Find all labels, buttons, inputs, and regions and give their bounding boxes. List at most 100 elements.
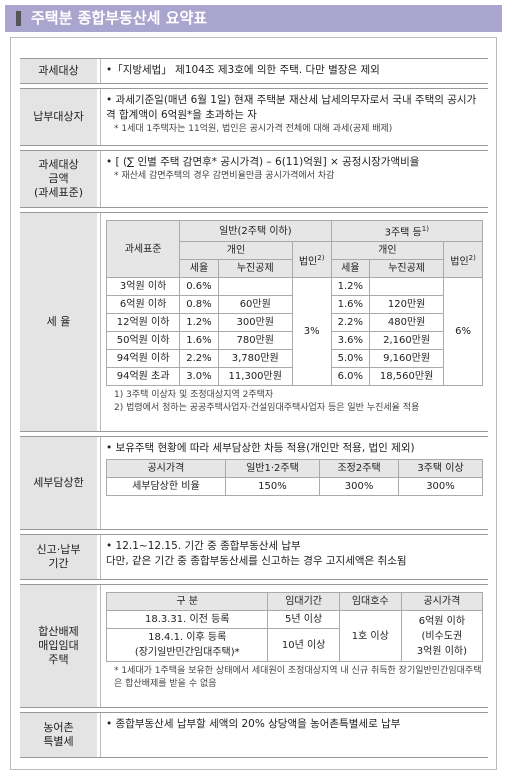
summary-row: 과세대상 금액 (과세표준) • [ (∑ 인별 주택 감면후* 공시가격) – 6(… [20,150,488,208]
row-label: 납부대상자 [20,89,100,145]
row-label: 과세대상 금액 (과세표준) [20,151,100,207]
label-line: 특별세 [43,735,74,748]
note: * 재산세 감면주택의 경우 감면비율만큼 공시가격에서 차감 [114,171,335,181]
label-line: 기간 [48,557,69,570]
row-label: 세 율 [20,213,100,431]
table-cell: 3.6% [330,331,371,351]
header-cell: 구 분 [105,592,269,611]
table-cell: 300% [319,477,399,496]
table-cell: 1.6% [330,295,371,315]
footnote-mark: 2) [317,253,325,262]
table-row: 94억원 초과 3.0% 11,300만원 6.0% 18,560만원 [105,367,483,387]
table-cell: 0.6% [179,277,219,297]
label-line: 주택 [48,653,69,666]
cell-line: 3억원 이하) [416,645,467,657]
header-cell: 3주택 등1) [330,219,484,243]
header-cell: 법인2) [291,241,332,279]
table-cell: 780만원 [217,331,293,351]
table-row: 세부담상한 비율 150% 300% 300% [106,477,484,496]
note: * 1세대 1주택자는 11억원, 법인은 공시가격 전체에 대해 과세(공제 … [114,124,393,134]
header-cell: 임대호수 [338,592,402,611]
header-row: 구 분 임대기간 임대호수 공시가격 [105,592,484,611]
table-cell: 94억원 초과 [105,367,181,387]
header-cell: 일반(2주택 이하) [179,219,332,243]
row-label: 신고·납부 기간 [20,535,100,579]
content-line: • 종합부동산세 납부할 세액의 20% 상당액을 농어촌특별세로 납부 [106,718,401,730]
note: * 1세대가 1주택을 보유한 상태에서 세대원이 조정대상지역 내 신규 취득… [114,666,482,689]
cell-line: (비수도권 [421,630,463,642]
header-cell: 일반1·2주택 [224,459,321,478]
table-cell: 3% [291,277,332,387]
summary-row: 세 율 과세표준 일반(2주택 이하) 3주택 등1) 개인 법인2) 개인 법인2) 세율 누진… [20,212,488,432]
label-line: 납부대상자 [33,110,84,123]
label-line: (과세표준) [33,186,84,199]
cell-line: (장기일반민간임대주택)* [134,647,240,658]
content-line: • 과세기준일(매년 6월 1일) 현재 주택분 재산세 납세의무자로서 국내 … [106,94,477,121]
table-cell: 94억원 이하 [105,349,181,369]
label-line: 합산배제 [38,625,79,638]
table-cell: 1.6% [179,331,219,351]
row-label: 합산배제 매입임대 주택 [20,585,100,707]
table-cell: 18,560만원 [369,367,445,387]
header-text: 3주택 등 [384,227,422,239]
summary-row: 세부담상한 • 보유주택 현황에 따라 세부담상한 차등 적용(개인만 적용, 법… [20,436,488,530]
label-line: 매입임대 [38,639,79,652]
table-cell: 18.3.31. 이전 등록 [105,610,269,629]
header-cell: 임대기간 [267,592,340,611]
content-line: • 보유주택 현황에 따라 세부담상한 차등 적용(개인만 적용, 법인 제외) [106,442,415,454]
header-cell: 개인 [179,241,293,261]
label-line: 과세대상 [38,158,79,171]
content-line: • [ (∑ 인별 주택 감면후* 공시가격) – 6(11)억원] × 공정시… [106,156,420,168]
header-cell: 공시가격 [400,592,484,611]
note: 1) 3주택 이상자 및 조정대상지역 2주택자 [114,390,274,401]
note: 2) 법령에서 정하는 공공주택사업자·건설임대주택사업자 등은 일반 누진세율… [114,403,420,414]
header-row: 공시가격 일반1·2주택 조정2주택 3주택 이상 [106,459,484,478]
table-cell: 1.2% [179,313,219,333]
header-cell: 개인 [330,241,445,261]
table-cell: 0.8% [179,295,219,315]
row-content: •「지방세법」 제104조 제3호에 의한 주택. 다만 별장은 제외 [100,59,488,83]
table-row: 18.3.31. 이전 등록 5년 이상 1호 이상 6억원 이하 (비수도권 3억원 이… [105,610,484,662]
header-row: 세율 누진공제 세율 누진공제 [107,259,483,279]
cell-line: 18.3.31. 이전 등록 [144,614,230,625]
row-content: 구 분 임대기간 임대호수 공시가격 18.3.31. 이전 등록 5년 이상 1호 이상 6… [100,585,488,707]
header-cell: 누진공제 [369,259,445,279]
table-cell: 1.2% [330,277,371,297]
header-row: 과세표준 일반(2주택 이하) 3주택 등1) [105,219,484,279]
table-cell: 6% [443,277,483,387]
label-line: 농어촌 [43,721,74,734]
summary-row: 농어촌 특별세 • 종합부동산세 납부할 세액의 20% 상당액을 농어촌특별세로 … [20,712,488,758]
title: 주택분 종합부동산세 요약표 [5,5,502,32]
table-cell: 2.2% [179,349,219,369]
label-line: 신고·납부 [36,543,81,556]
table-cell: 10년 이상 [267,628,340,662]
table-row: 18.4.1. 이후 등록 (장기일반민간임대주택)* 10년 이상 [105,628,483,662]
header-row: 개인 법인2) 개인 법인2) [107,241,483,279]
table-cell: 3,780만원 [217,349,293,369]
table-cell [217,277,293,297]
table-cell: 1호 이상 [338,610,402,662]
header-text: 법인 [450,255,469,267]
table-cell: 150% [224,477,321,496]
content-line: •「지방세법」 제104조 제3호에 의한 주택. 다만 별장은 제외 [106,64,380,76]
table-cell: 12억원 이하 [105,313,181,333]
content-line: 다만, 같은 기간 중 종합부동산세를 신고하는 경우 고지세액은 취소됨 [106,555,407,567]
table-cell: 480만원 [369,313,445,333]
row-label: 농어촌 특별세 [20,713,100,757]
table-cell: 300% [397,477,484,496]
cap-table: 공시가격 일반1·2주택 조정2주택 3주택 이상 세부담상한 비율 150% 300% 30… [106,459,484,496]
table-cell: 60만원 [217,295,293,315]
table-cell: 50억원 이하 [105,331,181,351]
row-content: • 과세기준일(매년 6월 1일) 현재 주택분 재산세 납세의무자로서 국내 … [100,89,488,145]
table-cell: 120만원 [369,295,445,315]
header-cell: 공시가격 [106,459,226,478]
footnote-mark: 1) [421,225,429,233]
lease-table: 구 분 임대기간 임대호수 공시가격 18.3.31. 이전 등록 5년 이상 1호 이상 6… [105,592,484,662]
summary-row: 합산배제 매입임대 주택 구 분 임대기간 임대호수 공시가격 18.3.31. 이전 등록 5… [20,584,488,708]
row-content: • 12.1~12.15. 기간 중 종합부동산세 납부 다만, 같은 기간 중 … [100,535,488,579]
table-cell [369,277,445,297]
table-cell: 3억원 이하 [105,277,181,297]
header-cell: 세율 [179,259,219,279]
label-line: 과세대상 [38,64,79,77]
